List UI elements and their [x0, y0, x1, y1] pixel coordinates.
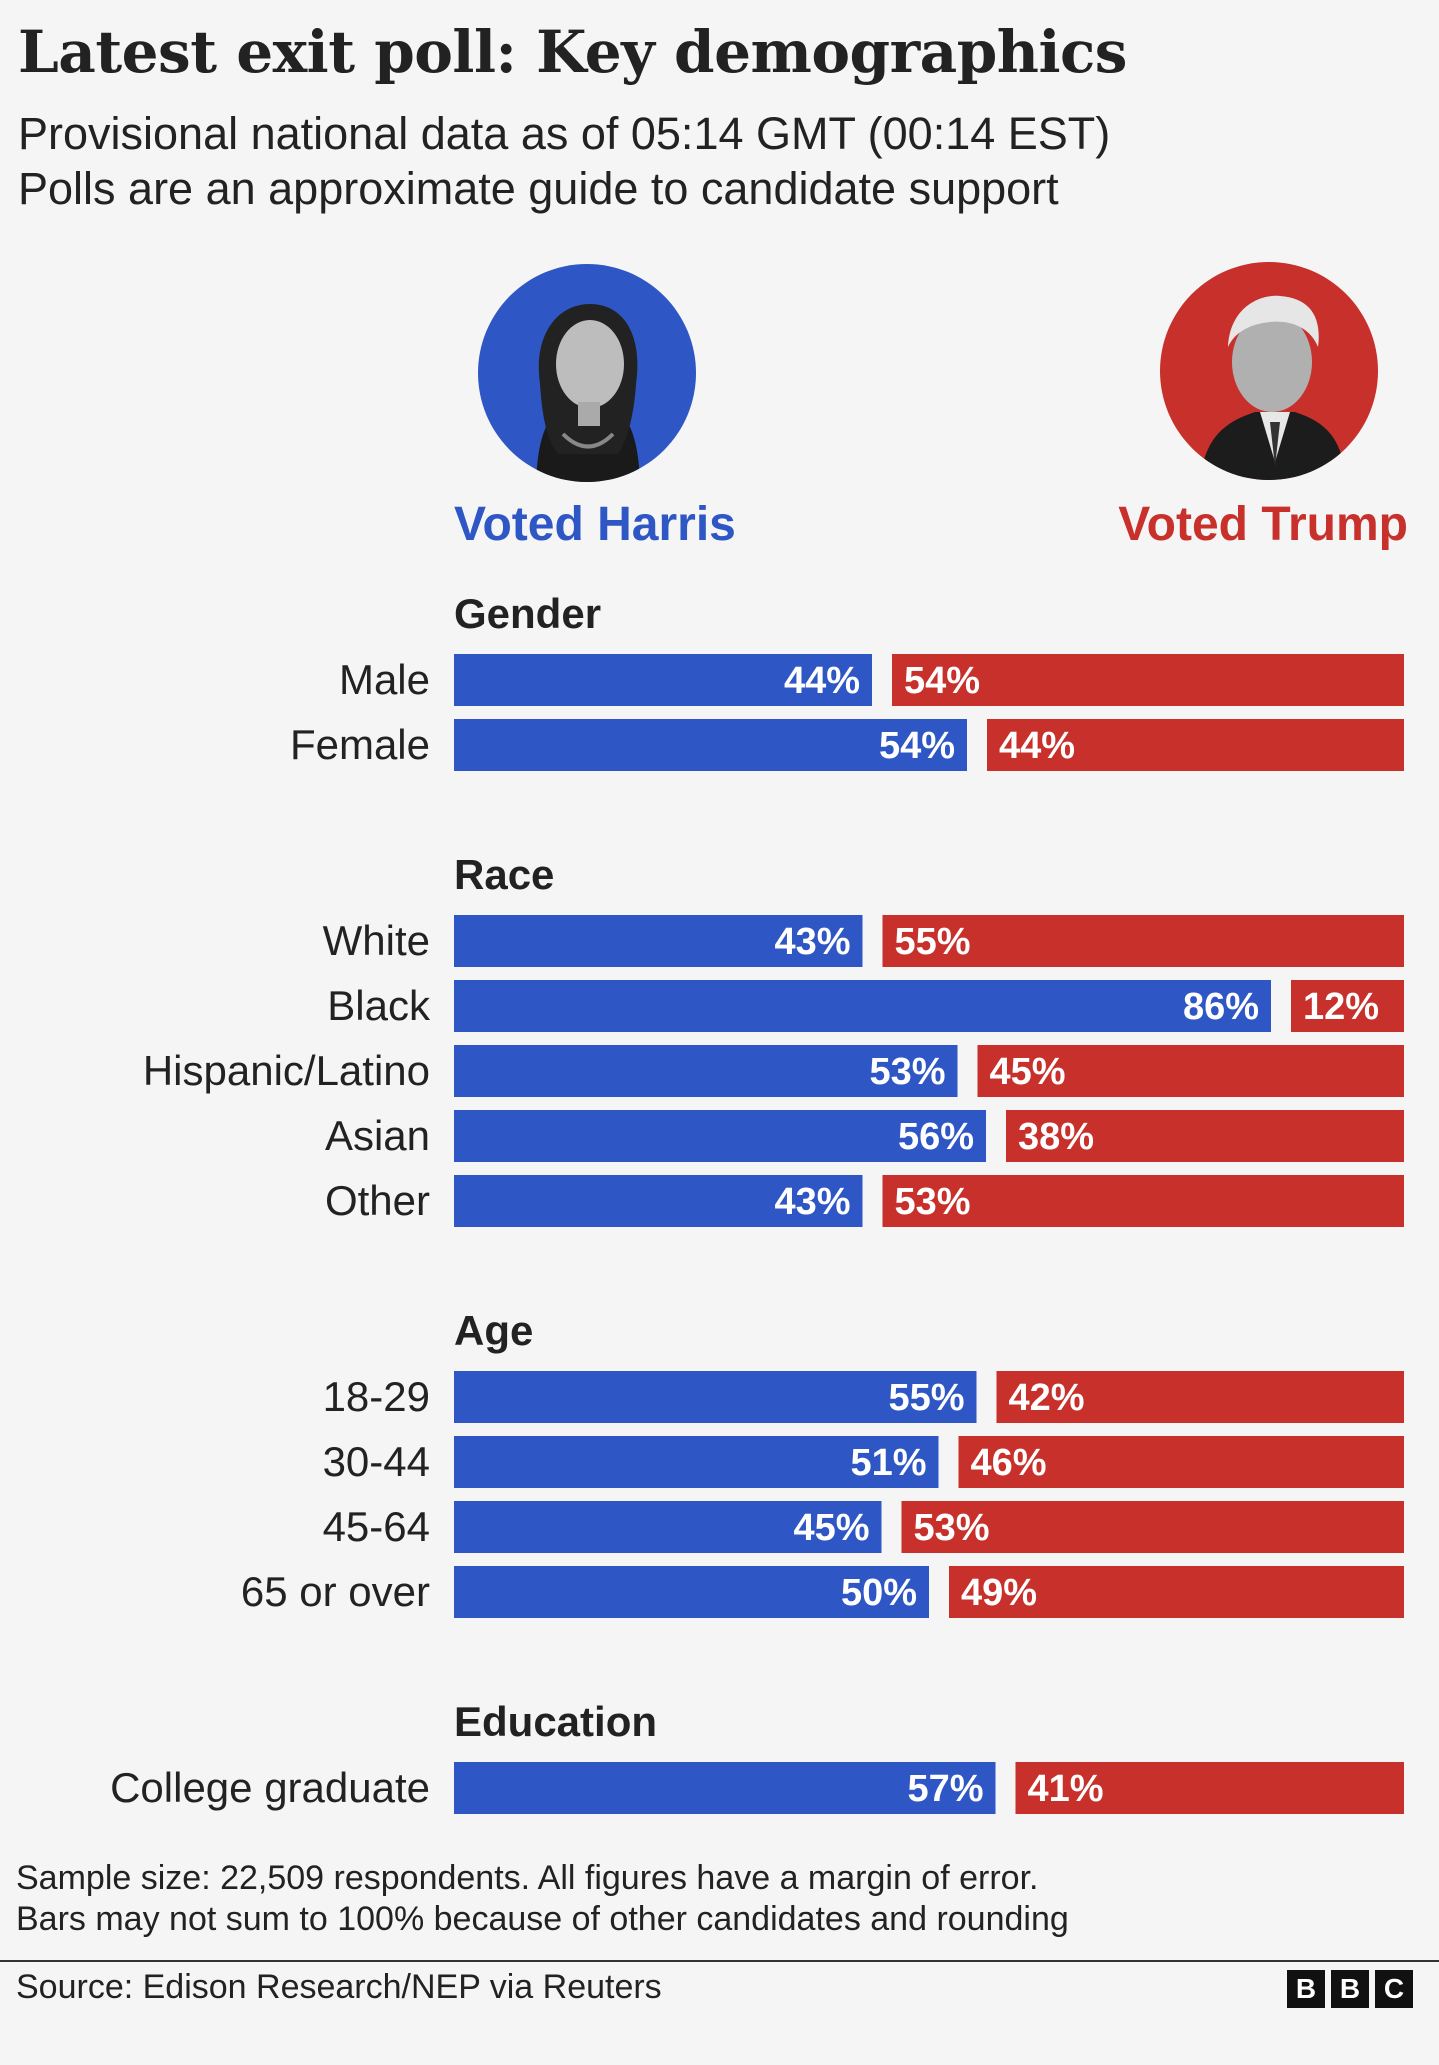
value-label-harris: 51%: [850, 1442, 926, 1484]
trump-portrait: [1160, 262, 1378, 480]
bar-harris: [454, 1175, 863, 1227]
value-label-trump: 38%: [1018, 1116, 1094, 1158]
bar-trump: [882, 915, 1404, 967]
row-label: Asian: [325, 1112, 430, 1159]
value-label-trump: 42%: [1009, 1377, 1085, 1419]
value-label-trump: 53%: [895, 1181, 971, 1223]
harris-portrait: [478, 264, 696, 482]
bar-trump: [1015, 1762, 1404, 1814]
row-label: Other: [325, 1177, 430, 1224]
value-label-harris: 53%: [869, 1051, 945, 1093]
group-heading: Age: [454, 1307, 533, 1354]
legend-trump: Voted Trump: [1118, 498, 1408, 551]
chart-subtitle-line1: Provisional national data as of 05:14 GM…: [18, 108, 1111, 159]
bar-trump: [901, 1501, 1404, 1553]
bar-trump: [1291, 980, 1404, 1032]
bar-trump: [958, 1436, 1404, 1488]
value-label-harris: 57%: [907, 1768, 983, 1810]
bar-harris: [454, 1566, 929, 1618]
bar-trump: [882, 1175, 1404, 1227]
logo-letter: B: [1287, 1970, 1325, 2008]
value-label-trump: 12%: [1303, 986, 1379, 1028]
bar-harris: [454, 719, 967, 771]
bar-harris: [454, 1501, 882, 1553]
legend-harris: Voted Harris: [454, 498, 736, 551]
row-label: 30-44: [323, 1438, 430, 1485]
value-label-harris: 54%: [879, 725, 955, 767]
group-heading: Gender: [454, 590, 601, 637]
bar-harris: [454, 1110, 986, 1162]
bar-trump: [977, 1045, 1404, 1097]
value-label-trump: 41%: [1028, 1768, 1104, 1810]
value-label-trump: 53%: [914, 1507, 990, 1549]
chart-subtitle-line2: Polls are an approximate guide to candid…: [18, 163, 1059, 214]
chart-title: Latest exit poll: Key demographics: [18, 18, 1127, 86]
demographics-bar-chart: Gender Male 44% 54% Female 54% 44% Race White 43%…: [110, 590, 1404, 1814]
note-rounding: Bars may not sum to 100% because of othe…: [16, 1900, 1069, 1938]
row-label: Male: [339, 656, 430, 703]
value-label-harris: 86%: [1183, 986, 1259, 1028]
bar-harris: [454, 1436, 939, 1488]
bar-trump: [987, 719, 1404, 771]
value-label-trump: 49%: [961, 1572, 1037, 1614]
value-label-harris: 45%: [793, 1507, 869, 1549]
bar-trump: [1006, 1110, 1404, 1162]
value-label-harris: 43%: [774, 1181, 850, 1223]
row-label: Black: [327, 982, 431, 1029]
source-credit: Source: Edison Research/NEP via Reuters: [16, 1968, 662, 2006]
value-label-harris: 50%: [841, 1572, 917, 1614]
bar-harris: [454, 1371, 977, 1423]
bar-harris: [454, 1762, 996, 1814]
group-heading: Education: [454, 1698, 657, 1745]
row-label: Hispanic/Latino: [143, 1047, 430, 1094]
value-label-trump: 44%: [999, 725, 1075, 767]
bar-harris: [454, 915, 863, 967]
row-label: 18-29: [323, 1373, 430, 1420]
bar-harris: [454, 1045, 958, 1097]
logo-letter: B: [1331, 1970, 1369, 2008]
chart-notes: Sample size: 22,509 respondents. All fig…: [16, 1858, 1069, 1940]
footer-divider: [0, 1960, 1439, 1962]
bar-harris: [454, 980, 1271, 1032]
bar-trump: [996, 1371, 1404, 1423]
logo-letter: C: [1375, 1970, 1413, 2008]
value-label-harris: 56%: [898, 1116, 974, 1158]
row-label: White: [323, 917, 430, 964]
value-label-harris: 44%: [784, 660, 860, 702]
bar-harris: [454, 654, 872, 706]
bar-trump: [949, 1566, 1404, 1618]
row-label: College graduate: [110, 1764, 430, 1811]
group-heading: Race: [454, 851, 554, 898]
row-label: Female: [290, 721, 430, 768]
value-label-trump: 45%: [990, 1051, 1066, 1093]
bar-trump: [892, 654, 1404, 706]
bbc-logo: B B C: [1287, 1970, 1413, 2008]
row-label: 45-64: [323, 1503, 430, 1550]
value-label-trump: 46%: [971, 1442, 1047, 1484]
row-label: 65 or over: [241, 1568, 430, 1615]
note-sample-size: Sample size: 22,509 respondents. All fig…: [16, 1859, 1039, 1897]
value-label-trump: 55%: [895, 921, 971, 963]
value-label-harris: 55%: [888, 1377, 964, 1419]
value-label-trump: 54%: [904, 660, 980, 702]
value-label-harris: 43%: [774, 921, 850, 963]
